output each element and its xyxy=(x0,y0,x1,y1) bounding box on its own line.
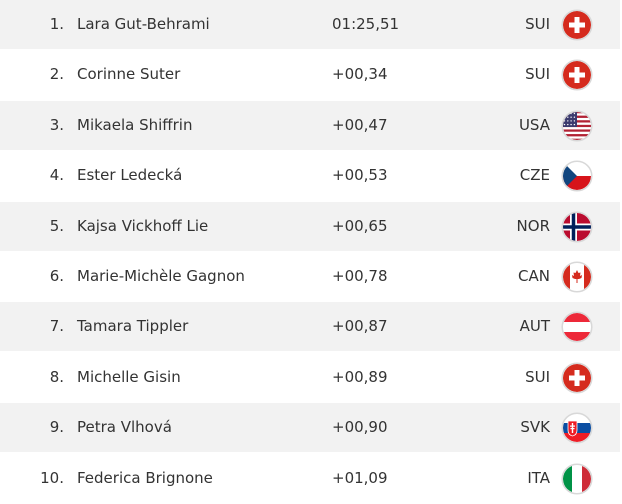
country-code: ITA xyxy=(527,468,550,487)
athlete-name: Michelle Gisin xyxy=(77,367,181,386)
time: +00,87 xyxy=(332,317,388,336)
result-row: 10. Federica Brignone +01,09 ITA xyxy=(0,454,620,503)
flag-icon xyxy=(561,211,593,243)
result-row: 6. Marie-Michèle Gagnon +00,78 CAN xyxy=(0,252,620,301)
rank: 8. xyxy=(49,367,64,386)
time: +00,34 xyxy=(332,65,388,84)
result-row: 3. Mikaela Shiffrin +00,47 USA xyxy=(0,100,620,150)
flag-icon xyxy=(561,9,593,41)
athlete-name: Mikaela Shiffrin xyxy=(77,115,193,134)
athlete-name: Kajsa Vickhoff Lie xyxy=(77,216,209,235)
rank: 3. xyxy=(49,115,64,134)
country-code: CAN xyxy=(518,267,550,285)
time: +00,53 xyxy=(332,166,388,185)
time: 01:25,51 xyxy=(332,15,400,33)
athlete-name: Ester Ledecká xyxy=(77,166,183,185)
flag-icon xyxy=(561,160,593,192)
flag-icon xyxy=(561,412,593,444)
country-code: AUT xyxy=(519,317,550,336)
athlete-name: Federica Brignone xyxy=(77,468,213,487)
time: +00,89 xyxy=(332,367,388,386)
country-code: NOR xyxy=(516,216,550,235)
result-row: 4. Ester Ledecká +00,53 CZE xyxy=(0,151,620,200)
country-code: USA xyxy=(518,115,550,134)
flag-icon xyxy=(561,261,593,293)
result-row: 7. Tamara Tippler +00,87 AUT xyxy=(0,302,620,352)
time: +00,78 xyxy=(332,267,388,285)
time: +00,90 xyxy=(332,418,388,437)
flag-icon xyxy=(561,110,593,142)
country-code: SVK xyxy=(520,418,550,437)
rank: 1. xyxy=(49,15,64,33)
country-code: SUI xyxy=(525,65,550,84)
country-code: SUI xyxy=(525,15,550,33)
time: +01,09 xyxy=(332,468,388,487)
athlete-name: Lara Gut-Behrami xyxy=(77,15,210,33)
result-row: 8. Michelle Gisin +00,89 SUI xyxy=(0,353,620,402)
result-row: 1. Lara Gut-Behrami 01:25,51 SUI xyxy=(0,0,620,49)
athlete-name: Marie-Michèle Gagnon xyxy=(77,267,245,285)
rank: 2. xyxy=(49,65,64,84)
rank: 9. xyxy=(49,418,64,437)
rank: 10. xyxy=(40,468,64,487)
time: +00,65 xyxy=(332,216,388,235)
flag-icon xyxy=(561,311,593,343)
result-row: 5. Kajsa Vickhoff Lie +00,65 NOR xyxy=(0,201,620,251)
country-code: SUI xyxy=(525,367,550,386)
rank: 5. xyxy=(49,216,64,235)
flag-icon xyxy=(561,362,593,394)
rank: 7. xyxy=(49,317,64,336)
athlete-name: Tamara Tippler xyxy=(77,317,189,336)
result-row: 2. Corinne Suter +00,34 SUI xyxy=(0,50,620,99)
rank: 6. xyxy=(49,267,64,285)
athlete-name: Corinne Suter xyxy=(77,65,181,84)
athlete-name: Petra Vlhová xyxy=(77,418,172,437)
result-row: 9. Petra Vlhová +00,90 SVK xyxy=(0,403,620,453)
flag-icon xyxy=(561,463,593,495)
country-code: CZE xyxy=(519,166,550,185)
time: +00,47 xyxy=(332,115,388,134)
flag-icon xyxy=(561,59,593,91)
rank: 4. xyxy=(49,166,64,185)
